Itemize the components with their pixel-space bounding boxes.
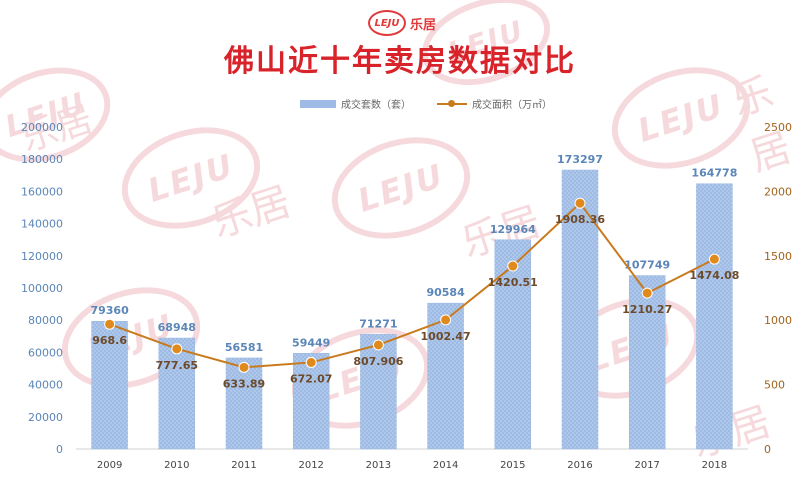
line-point-2009 [104,318,116,330]
line-point-2017 [641,287,653,299]
line-point-2016 [574,197,586,209]
line-point-2015 [507,260,519,272]
left-axis-tick-label: 180000 [21,153,63,166]
line-series-path [109,201,715,369]
bar-value-label: 129964 [490,223,536,236]
left-axis-tick-label: 160000 [21,185,63,198]
line-point-2012 [305,356,317,368]
left-axis-tick-label: 20000 [28,411,63,424]
line-point-2013 [372,339,384,351]
line-value-label: 672.07 [290,372,332,385]
line-point-2014 [440,314,452,326]
bar-2017 [628,275,666,450]
bar-value-label: 173297 [557,153,603,166]
right-axis-tick-label: 1500 [764,250,792,263]
x-axis-tick-label: 2016 [567,460,592,471]
bar-value-label: 90584 [426,286,465,299]
line-value-label: 1908.36 [555,213,605,226]
bar-2014 [427,302,464,450]
left-axis-tick-label: 140000 [21,218,63,231]
x-axis-tick-label: 2010 [164,460,189,471]
bar-2013 [360,334,397,450]
line-value-label: 1002.47 [421,330,471,343]
x-axis-tick-label: 2015 [500,460,525,471]
line-point-2018 [708,253,720,265]
bar-2016 [561,169,599,450]
right-axis-tick-label: 500 [764,379,785,392]
bar-2018 [696,183,733,450]
bar-value-label: 71271 [359,317,397,330]
line-point-2010 [171,343,183,355]
brand-logo: LEJU 乐居 [368,10,436,36]
line-value-label: 633.89 [223,377,265,390]
x-axis-tick-label: 2013 [366,460,391,471]
line-value-label: 1474.08 [689,269,739,282]
line-point-2011 [238,361,250,373]
bar-2009 [91,320,128,450]
left-axis-tick-label: 80000 [28,314,63,327]
bar-2010 [158,337,196,450]
bar-value-label: 164778 [691,167,737,180]
chart-legend: 成交套数（套） 成交面积（万㎡） [300,96,552,111]
x-axis-tick-label: 2017 [634,460,659,471]
legend-item-line: 成交面积（万㎡） [437,96,552,111]
legend-swatch-bar [300,99,336,108]
left-axis-tick-label: 200000 [21,121,63,134]
chart-title: 佛山近十年卖房数据对比 [224,44,576,79]
left-axis-tick-label: 100000 [21,282,63,295]
line-value-label: 968.6 [92,334,127,347]
bar-value-label: 59449 [292,336,330,349]
bar-value-label: 107749 [624,259,670,272]
line-value-label: 807.906 [353,355,403,368]
line-value-label: 777.65 [156,359,198,372]
left-axis-tick-label: 120000 [21,250,63,263]
legend-item-bar: 成交套数（套） [300,96,411,111]
legend-label-line: 成交面积（万㎡） [472,100,552,111]
right-axis-tick-label: 0 [764,443,771,456]
bar-value-label: 56581 [225,341,263,354]
bar-value-label: 79360 [90,304,129,317]
bar-2011 [225,357,263,450]
line-value-label: 1210.27 [622,303,672,316]
left-axis-tick-label: 40000 [28,379,63,392]
left-axis-tick-label: 60000 [28,346,63,359]
x-axis-tick-label: 2018 [702,460,727,471]
legend-label-bar: 成交套数（套） [341,100,411,111]
brand-logo-text: 乐居 [410,17,437,33]
line-value-label: 1420.51 [488,276,538,289]
bar-2012 [292,353,330,450]
right-axis-tick-label: 2500 [764,121,792,134]
bar-value-label: 68948 [158,321,196,334]
right-axis-tick-label: 2000 [764,185,792,198]
x-axis-tick-label: 2009 [97,460,122,471]
x-axis-tick-label: 2012 [298,460,323,471]
x-axis-tick-label: 2014 [433,460,458,471]
brand-logo-mark: LEJU [368,10,406,36]
legend-swatch-line [437,99,467,107]
right-axis-tick-label: 1000 [764,314,792,327]
x-axis-tick-label: 2011 [231,460,256,471]
left-axis-tick-label: 0 [56,443,63,456]
